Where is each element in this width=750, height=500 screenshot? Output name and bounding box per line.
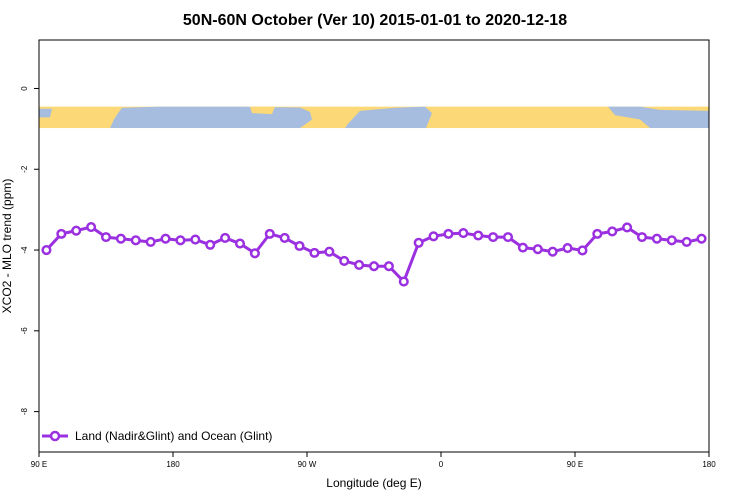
x-tick-label: 0 — [439, 460, 444, 469]
series-line — [45, 225, 702, 284]
data-point — [413, 237, 424, 248]
data-point — [651, 233, 662, 244]
data-point — [636, 232, 648, 243]
data-point — [368, 261, 380, 272]
x-tick-label: 180 — [702, 460, 716, 469]
ocean-region — [110, 106, 312, 129]
data-point — [145, 236, 156, 248]
x-tick-label: 90 W — [298, 460, 317, 469]
chart-title: 50N-60N October (Ver 10) 2015-01-01 to 2… — [183, 12, 567, 29]
data-point — [130, 235, 141, 246]
data-point — [547, 246, 558, 257]
data-point — [383, 261, 394, 272]
data-point — [428, 231, 439, 242]
data-point — [190, 234, 201, 245]
y-axis: 0 -2 -4 -6 -8 — [20, 86, 39, 415]
data-point — [577, 245, 588, 256]
data-point — [607, 226, 618, 237]
data-point — [339, 255, 350, 266]
plot-frame — [38, 39, 710, 453]
data-point — [71, 225, 82, 236]
data-point — [41, 244, 52, 256]
data-point — [398, 276, 409, 287]
data-point — [86, 221, 97, 233]
ocean-region — [39, 108, 52, 118]
data-point — [100, 232, 112, 243]
data-point — [324, 246, 335, 257]
data-point — [517, 242, 528, 253]
data-point — [279, 232, 290, 243]
data-point — [666, 235, 677, 246]
data-point — [175, 235, 186, 246]
x-tick-label: 180 — [166, 460, 180, 469]
data-point — [160, 233, 171, 244]
data-point — [502, 232, 514, 243]
data-point — [562, 242, 573, 254]
series-layer — [41, 221, 707, 287]
x-axis-label: Longitude (deg E) — [326, 476, 421, 490]
y-axis-label: XCO2 - MLO trend (ppm) — [0, 179, 14, 314]
data-point — [473, 230, 484, 241]
y-tick-label: -6 — [20, 327, 29, 335]
land-region — [320, 110, 340, 122]
data-point — [249, 248, 260, 259]
data-point — [294, 240, 305, 252]
x-axis: 90 E 180 90 W 0 90 E 180 — [31, 452, 716, 469]
data-point — [681, 236, 692, 248]
y-tick-label: -2 — [20, 165, 29, 173]
data-point — [458, 228, 469, 239]
y-tick-label: -4 — [20, 246, 29, 254]
ocean-region — [345, 106, 432, 129]
data-point — [205, 239, 216, 250]
y-tick-label: -8 — [20, 408, 29, 416]
legend-label: Land (Nadir&Glint) and Ocean (Glint) — [75, 429, 272, 443]
data-point — [354, 259, 365, 271]
data-point — [264, 228, 275, 239]
data-point — [532, 244, 543, 255]
data-point — [443, 228, 454, 239]
y-tick-label: 0 — [20, 86, 29, 91]
data-point — [234, 238, 246, 249]
legend: Land (Nadir&Glint) and Ocean (Glint) — [42, 429, 272, 443]
data-point — [220, 232, 231, 243]
legend-marker — [49, 430, 61, 442]
ocean-region — [608, 106, 709, 129]
x-tick-label: 90 E — [567, 460, 583, 469]
data-point — [592, 228, 603, 239]
map-band — [39, 106, 709, 129]
data-point — [488, 232, 499, 243]
x-tick-label: 90 E — [31, 460, 47, 469]
data-point — [115, 233, 126, 244]
data-point — [696, 233, 707, 244]
data-point — [622, 222, 633, 233]
data-point — [309, 247, 320, 258]
data-point — [56, 228, 67, 239]
land-region — [250, 106, 275, 115]
